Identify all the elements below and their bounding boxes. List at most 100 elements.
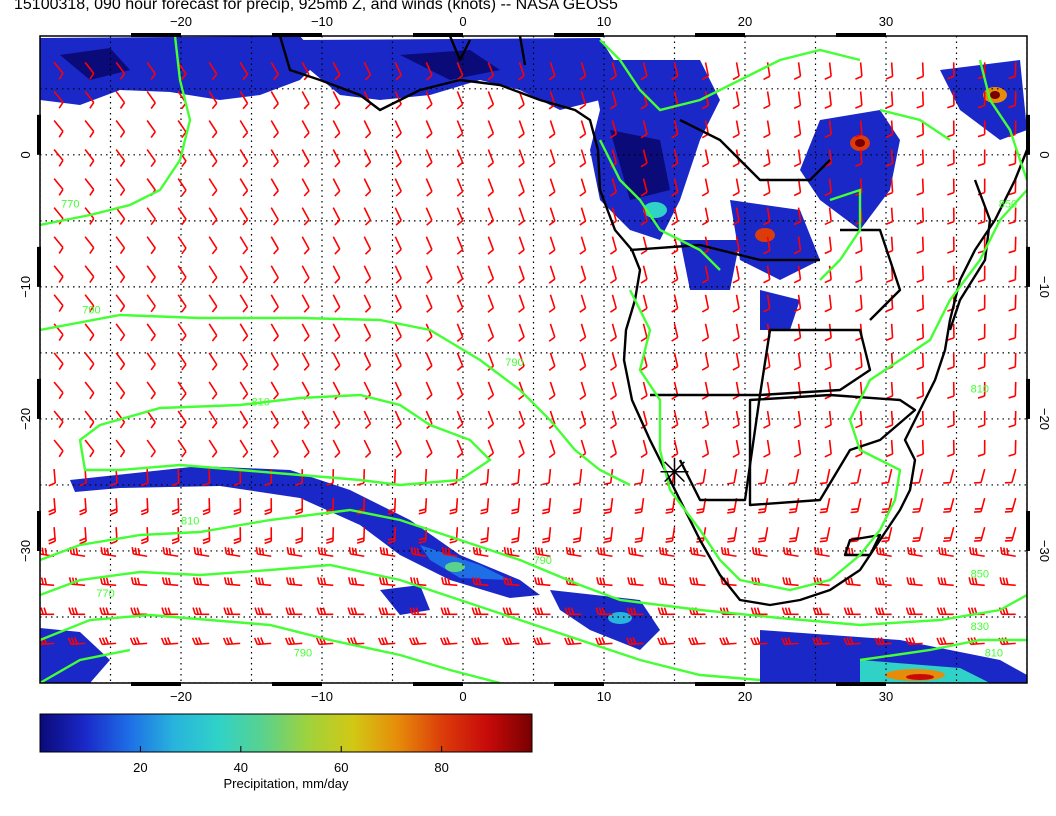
wind-barb xyxy=(885,439,894,458)
wind-barb xyxy=(518,62,525,81)
wind-barb xyxy=(84,352,95,371)
wind-barb xyxy=(146,323,156,342)
wind-barb xyxy=(572,527,583,544)
wind-barb xyxy=(813,546,830,558)
wind-barb xyxy=(332,91,341,110)
wind-barb xyxy=(701,381,710,400)
wind-barb xyxy=(425,149,433,168)
wind-barb xyxy=(793,265,802,284)
wind-barb xyxy=(1008,265,1017,283)
wind-barb xyxy=(84,207,95,225)
wind-barb xyxy=(720,546,737,558)
wind-barb xyxy=(208,91,218,110)
lon-tick-label-top: 30 xyxy=(879,14,893,29)
wind-barb xyxy=(130,577,148,587)
wind-barb xyxy=(1008,294,1017,312)
wind-barb xyxy=(177,410,187,429)
wind-barb xyxy=(885,207,894,225)
wind-barb xyxy=(701,352,710,371)
wind-barb xyxy=(548,294,556,313)
wind-barb xyxy=(270,120,279,139)
wind-barb xyxy=(905,607,923,616)
wind-barb xyxy=(819,527,831,543)
wind-barb xyxy=(572,498,583,515)
wind-barb xyxy=(456,381,464,401)
lon-tick-bar-bottom xyxy=(413,682,463,686)
wind-barb xyxy=(503,546,520,558)
wind-barb xyxy=(855,62,863,80)
wind-barb xyxy=(84,381,95,400)
station-marker xyxy=(660,457,689,486)
contour-label: 790 xyxy=(82,304,100,316)
contour-label: 810 xyxy=(252,397,270,409)
lon-tick-bar-top xyxy=(272,33,322,37)
wind-barb xyxy=(885,323,894,342)
wind-barb xyxy=(425,294,433,313)
wind-barb xyxy=(449,469,459,486)
wind-barb xyxy=(285,607,303,616)
wind-barb xyxy=(503,577,520,587)
lon-tick-bar-top xyxy=(131,33,181,37)
wind-barb xyxy=(115,410,126,429)
wind-barb xyxy=(115,381,126,400)
wind-barb xyxy=(347,577,365,587)
wind-barb xyxy=(518,120,525,139)
wind-barb xyxy=(916,207,925,225)
wind-barb xyxy=(222,637,241,646)
lat-tick-bar-left xyxy=(37,378,41,419)
wind-barb xyxy=(609,178,618,197)
wind-barb xyxy=(332,120,341,139)
wind-barb xyxy=(378,577,396,587)
wind-barb xyxy=(409,607,427,616)
wind-barb xyxy=(425,265,433,284)
wind-barb xyxy=(626,607,644,616)
wind-barb xyxy=(363,352,372,371)
wind-barb xyxy=(912,497,924,514)
wind-barb xyxy=(140,498,149,516)
wind-barb xyxy=(332,439,341,459)
wind-barb xyxy=(793,294,802,313)
wind-barb xyxy=(609,265,618,284)
wind-barb xyxy=(239,149,249,168)
wind-barb xyxy=(548,381,556,401)
wind-barb xyxy=(541,469,552,486)
wind-barb xyxy=(301,236,310,255)
wind-barb xyxy=(208,61,218,81)
wind-barb xyxy=(912,527,924,543)
wind-barb xyxy=(394,91,402,110)
wind-barb xyxy=(850,468,862,485)
wind-barb xyxy=(109,498,118,516)
wind-barb xyxy=(609,294,618,313)
wind-barb xyxy=(253,637,272,646)
wind-barb xyxy=(146,90,156,109)
wind-barb xyxy=(363,323,372,342)
lat-tick-label-left: −20 xyxy=(18,408,33,430)
wind-barb xyxy=(208,120,218,139)
wind-barb xyxy=(239,61,249,81)
wind-barb xyxy=(701,439,710,458)
wind-barb xyxy=(732,265,740,284)
wind-barb xyxy=(270,439,279,458)
wind-barb xyxy=(671,265,679,284)
wind-barb xyxy=(363,236,372,255)
wind-barb xyxy=(511,527,521,544)
wind-barb xyxy=(115,61,126,80)
wind-barb xyxy=(177,323,187,342)
wind-barb xyxy=(579,62,587,81)
wind-barb xyxy=(239,178,249,197)
wind-barb xyxy=(727,527,738,543)
wind-barb xyxy=(487,265,495,284)
wind-barb xyxy=(270,62,279,81)
wind-barb xyxy=(626,637,644,646)
wind-barb xyxy=(533,637,551,646)
wind-barb xyxy=(916,62,925,80)
wind-barb xyxy=(140,469,149,487)
wind-barb xyxy=(394,410,402,430)
wind-barb xyxy=(824,178,832,197)
wind-barb xyxy=(596,546,613,558)
wind-barb xyxy=(79,498,87,516)
lat-tick-label-right: 0 xyxy=(1037,151,1052,158)
wind-barb xyxy=(732,294,740,313)
lon-tick-bar-bottom xyxy=(695,682,745,686)
